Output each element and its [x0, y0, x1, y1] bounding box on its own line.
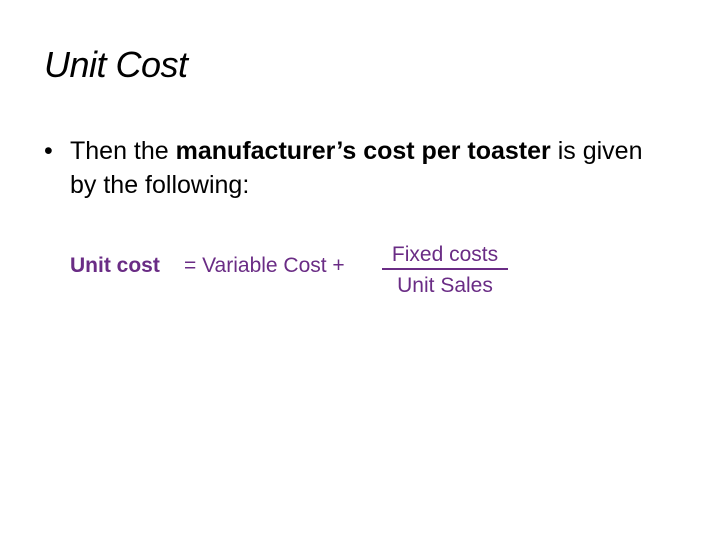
- slide-title: Unit Cost: [44, 44, 188, 85]
- formula-fraction: Fixed costs Unit Sales: [382, 242, 508, 302]
- bullet-bold: manufacturer’s cost per toaster: [175, 137, 551, 165]
- bullet-icon: •: [44, 137, 53, 165]
- bullet-suffix: is given by the following:: [70, 137, 643, 199]
- fraction-denominator: Unit Sales: [397, 274, 493, 297]
- bullet-point: • Then the manufacturer’s cost per toast…: [44, 134, 664, 202]
- fraction-numerator: Fixed costs: [382, 242, 508, 270]
- formula-middle: = Variable Cost +: [184, 254, 345, 277]
- bullet-text: Then the manufacturer’s cost per toaster…: [70, 134, 664, 202]
- formula-lhs: Unit cost: [70, 254, 160, 277]
- bullet-prefix: Then the: [70, 137, 176, 165]
